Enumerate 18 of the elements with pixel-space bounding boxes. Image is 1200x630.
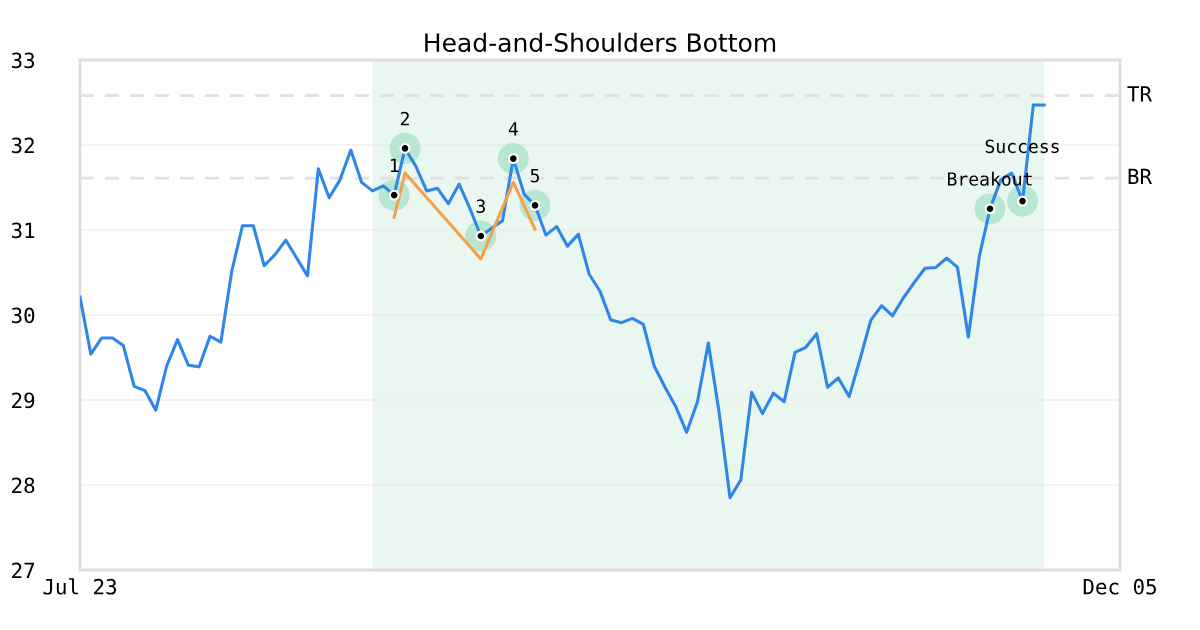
annotation: 1 bbox=[390, 158, 399, 172]
y-tick-label: 32 bbox=[11, 137, 34, 154]
y-tick-label: 31 bbox=[11, 222, 35, 239]
ref-line-label: TR bbox=[1127, 86, 1153, 102]
x-tick-label: Dec 05 bbox=[1083, 578, 1156, 595]
ref-line-label: BR bbox=[1128, 168, 1153, 184]
x-tick-label: Jul 23 bbox=[43, 578, 117, 595]
annotation: 4 bbox=[508, 122, 518, 136]
y-tick-label: 28 bbox=[12, 477, 35, 494]
annotation: 2 bbox=[400, 111, 409, 126]
y-tick-label: 27 bbox=[12, 562, 35, 578]
annotation: 3 bbox=[476, 199, 485, 214]
chart-title: Head-and-Shoulders Bottom bbox=[425, 32, 776, 53]
y-tick-label: 33 bbox=[11, 52, 35, 69]
line-series bbox=[392, 171, 537, 261]
y-tick-label: 30 bbox=[11, 307, 35, 324]
annotation: 5 bbox=[530, 168, 539, 183]
y-tick-label: 29 bbox=[12, 392, 35, 409]
